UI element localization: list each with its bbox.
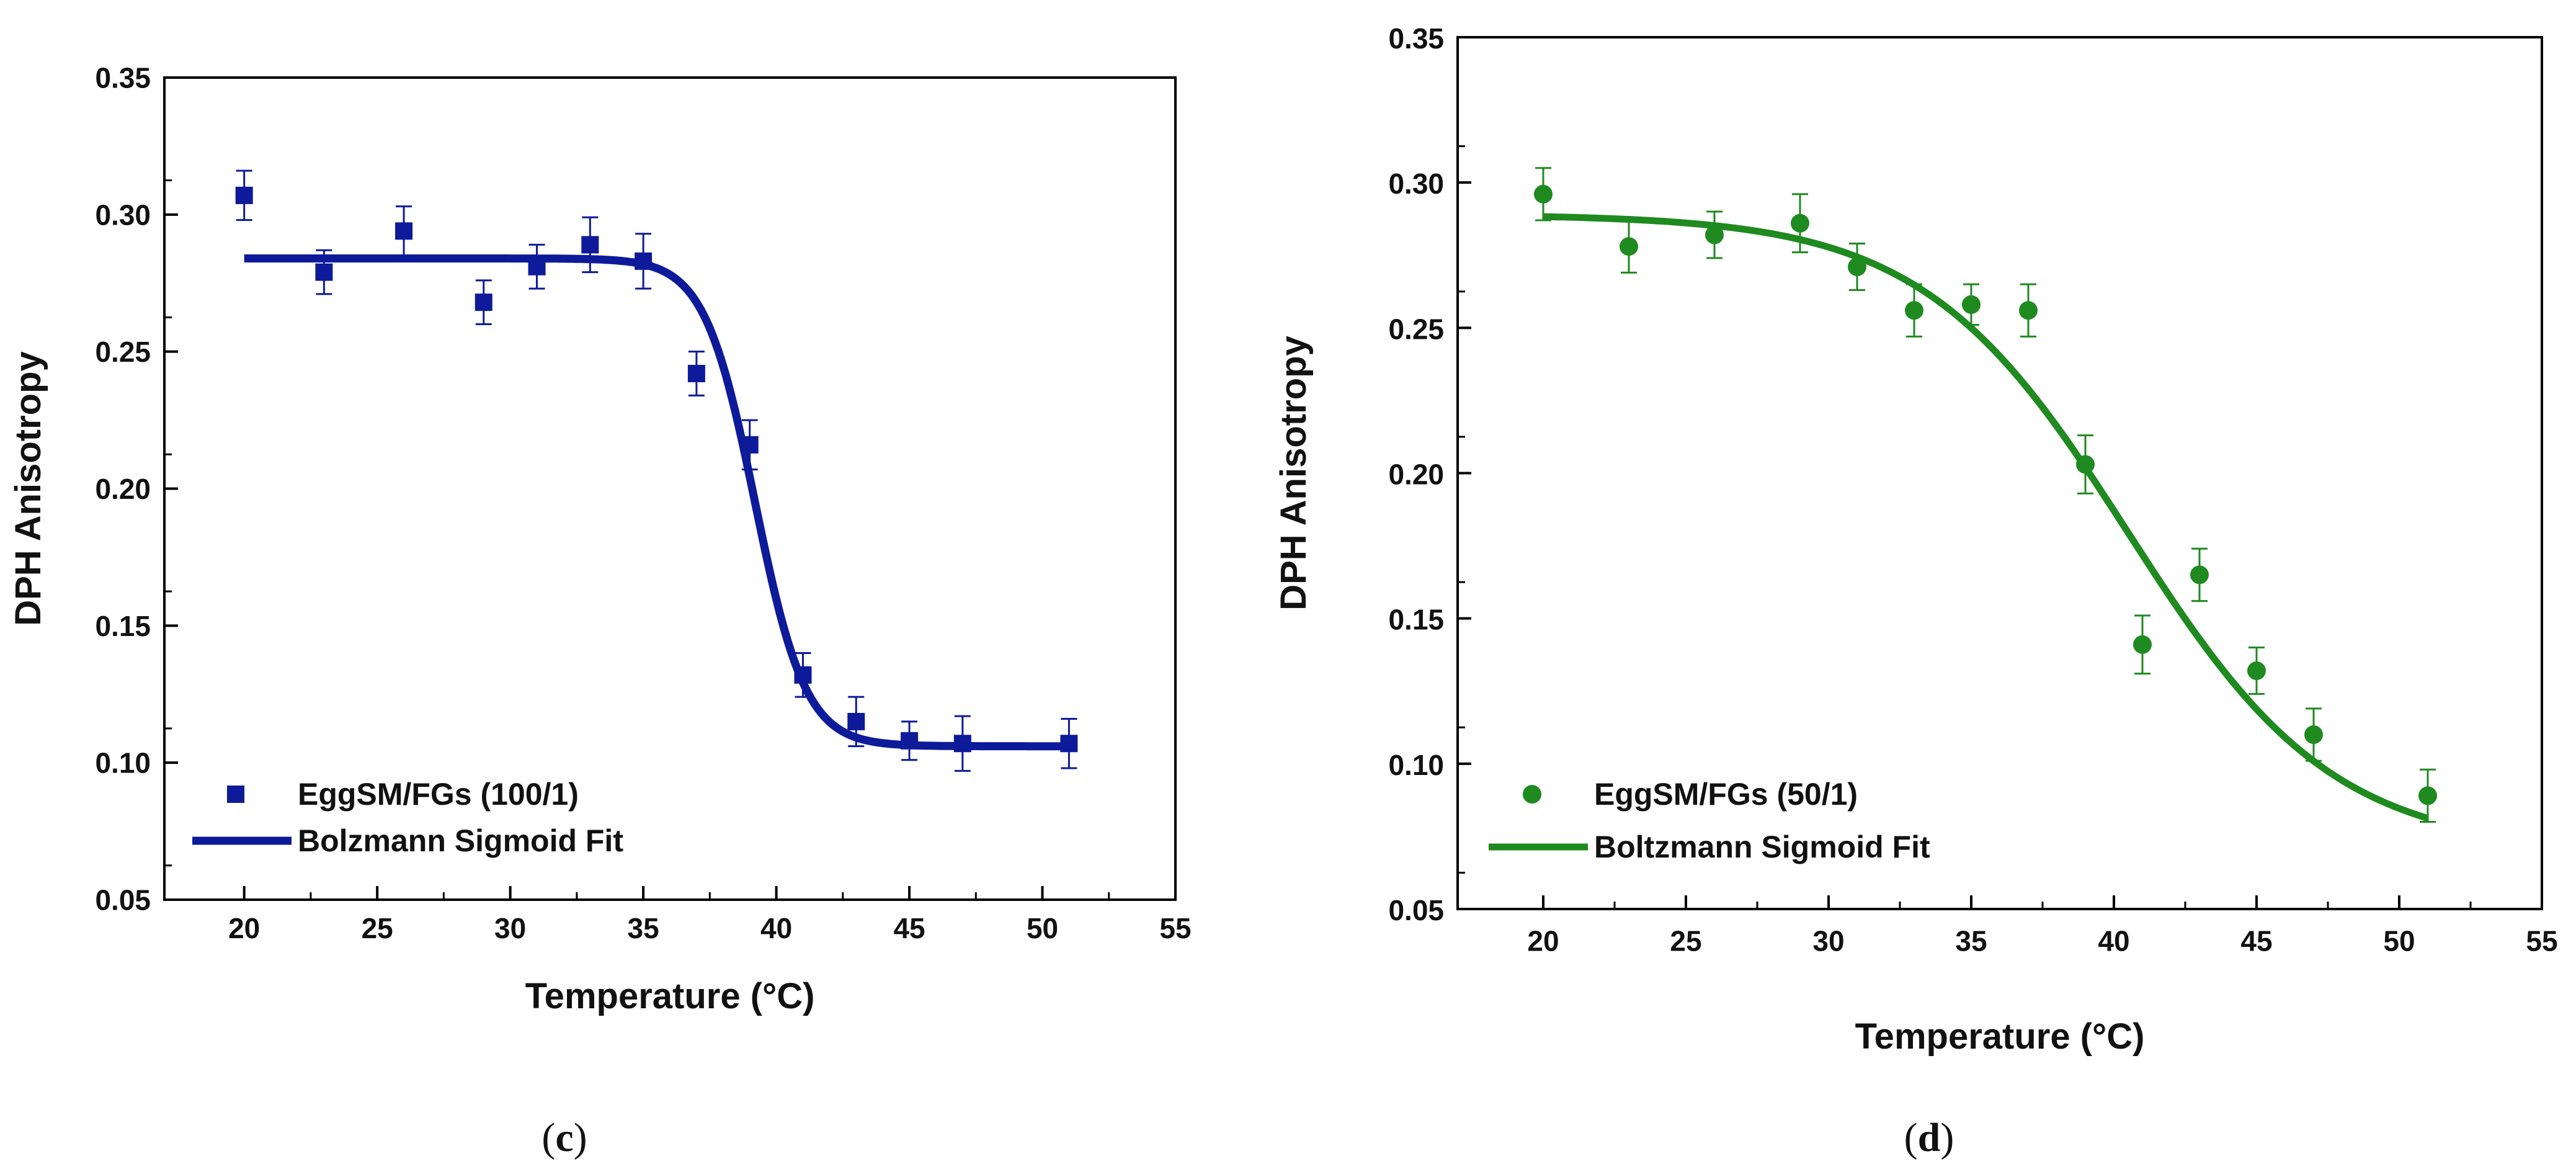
data-point bbox=[2190, 565, 2209, 584]
data-point bbox=[794, 666, 812, 684]
y-tick-label: 0.20 bbox=[95, 473, 151, 505]
data-point bbox=[528, 258, 546, 275]
data-point bbox=[475, 293, 492, 311]
x-tick-label: 20 bbox=[1527, 925, 1559, 957]
data-point bbox=[741, 436, 759, 454]
panel-label-close: ) bbox=[574, 1115, 587, 1160]
x-tick-label: 35 bbox=[628, 912, 659, 944]
y-tick-label: 0.15 bbox=[95, 610, 151, 642]
x-tick-label: 45 bbox=[2240, 925, 2272, 957]
data-point bbox=[235, 186, 253, 204]
data-point bbox=[581, 236, 599, 254]
x-axis-title: Temperature (°C) bbox=[1855, 1016, 2145, 1057]
y-tick-label: 0.10 bbox=[1388, 749, 1444, 781]
y-tick-label: 0.10 bbox=[95, 747, 151, 779]
y-tick-label: 0.25 bbox=[95, 336, 151, 368]
y-tick-label: 0.05 bbox=[95, 884, 151, 916]
legend-label-fit: Bolzmann Sigmoid Fit bbox=[298, 823, 623, 858]
panel-label-letter: d bbox=[1918, 1115, 1941, 1160]
legend-label-points: EggSM/FGs (100/1) bbox=[298, 777, 579, 812]
y-tick-label: 0.15 bbox=[1388, 604, 1444, 636]
y-tick-label: 0.35 bbox=[95, 62, 151, 94]
chart-panel-c: 0.05 0.10 0.15 0.20 0.25 0.30 0.35 20 25 30 35 40 45… bbox=[8, 62, 1192, 1160]
legend-label-points: EggSM/FGs (50/1) bbox=[1594, 777, 1858, 812]
data-point bbox=[1848, 257, 1866, 276]
x-tick-label: 40 bbox=[760, 912, 792, 944]
panel-label-letter: c bbox=[555, 1115, 573, 1160]
x-tick-label: 25 bbox=[1670, 925, 1701, 957]
panel-label-open: ( bbox=[1904, 1115, 1918, 1160]
legend-marker bbox=[1523, 785, 1541, 804]
y-tick-label: 0.05 bbox=[1388, 894, 1444, 926]
x-tick-label: 25 bbox=[362, 912, 393, 944]
x-tick-label: 30 bbox=[1812, 925, 1844, 957]
chart-panel-d: 0.05 0.10 0.15 0.20 0.25 0.30 0.35 20 25 30 35 40 45… bbox=[1273, 22, 2558, 1160]
data-point bbox=[687, 365, 705, 382]
x-tick-label: 50 bbox=[2383, 925, 2415, 957]
panel-label: (d) bbox=[1904, 1115, 1954, 1160]
x-tick-label: 20 bbox=[228, 912, 260, 944]
x-tick-label: 30 bbox=[494, 912, 526, 944]
data-point bbox=[2076, 455, 2095, 474]
data-point bbox=[1791, 213, 1809, 233]
data-point bbox=[1060, 735, 1078, 753]
x-tick-label: 50 bbox=[1027, 912, 1058, 944]
data-point bbox=[1962, 295, 1981, 314]
legend-label-fit: Boltzmann Sigmoid Fit bbox=[1594, 830, 1930, 864]
x-tick-label: 40 bbox=[2098, 925, 2129, 957]
panel-label-close: ) bbox=[1940, 1115, 1954, 1160]
data-point bbox=[2304, 725, 2323, 744]
x-tick-label: 55 bbox=[2526, 925, 2557, 957]
data-point bbox=[2418, 786, 2437, 805]
y-tick-label: 0.30 bbox=[1388, 168, 1444, 200]
y-tick-label: 0.25 bbox=[1388, 313, 1444, 345]
data-point bbox=[1905, 301, 1923, 320]
x-tick-label: 55 bbox=[1159, 912, 1191, 944]
data-point bbox=[1534, 184, 1553, 204]
fit-curve bbox=[243, 254, 1070, 751]
y-tick-label: 0.30 bbox=[95, 199, 151, 231]
data-point bbox=[315, 263, 333, 281]
data-point bbox=[2247, 661, 2266, 680]
x-tick-label: 45 bbox=[893, 912, 925, 944]
data-point bbox=[2133, 635, 2152, 654]
data-point bbox=[901, 732, 919, 750]
panel-label-open: ( bbox=[541, 1115, 555, 1160]
data-point bbox=[953, 735, 971, 753]
data-point bbox=[847, 712, 865, 730]
y-tick-label: 0.35 bbox=[1388, 22, 1444, 55]
x-axis-title: Temperature (°C) bbox=[525, 976, 815, 1016]
fit-curve bbox=[1543, 213, 2429, 822]
y-axis-title: DPH Anisotropy bbox=[1273, 336, 1314, 611]
data-point bbox=[1620, 237, 1638, 256]
data-point bbox=[395, 222, 413, 240]
data-point bbox=[1705, 225, 1724, 244]
y-axis-title: DPH Anisotropy bbox=[8, 351, 48, 626]
data-point bbox=[2019, 301, 2038, 320]
y-tick-label: 0.20 bbox=[1388, 459, 1444, 491]
x-tick-label: 35 bbox=[1955, 925, 1987, 957]
data-point bbox=[635, 252, 653, 270]
legend-marker bbox=[227, 786, 244, 803]
panel-label: (c) bbox=[541, 1115, 587, 1160]
